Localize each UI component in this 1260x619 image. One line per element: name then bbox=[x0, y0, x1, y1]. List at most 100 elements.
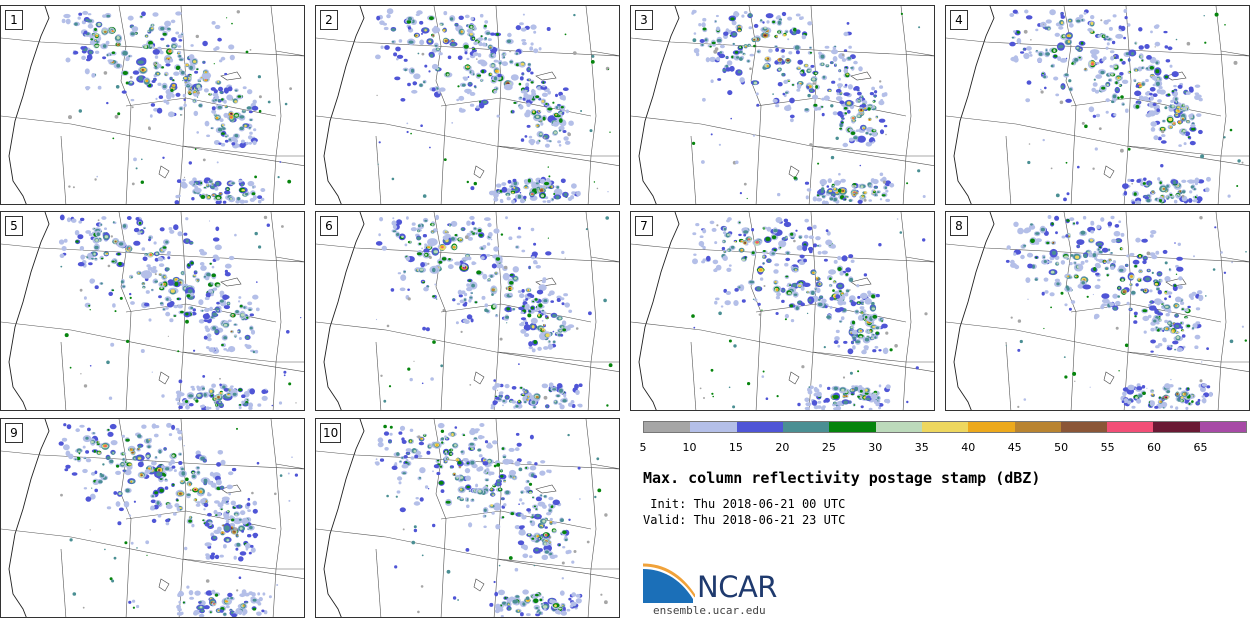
reflectivity-cell bbox=[771, 235, 777, 240]
reflectivity-cell bbox=[874, 336, 877, 339]
reflectivity-cell bbox=[427, 246, 431, 249]
reflectivity-cell bbox=[1164, 75, 1169, 79]
reflectivity-cell bbox=[122, 50, 128, 56]
reflectivity-cell bbox=[552, 340, 556, 343]
reflectivity-cell bbox=[74, 230, 80, 236]
reflectivity-cell bbox=[251, 105, 259, 111]
reflectivity-cell bbox=[524, 321, 529, 325]
reflectivity-cell bbox=[263, 215, 268, 220]
reflectivity-cell bbox=[201, 309, 204, 312]
reflectivity-cell bbox=[493, 228, 500, 234]
reflectivity-cell bbox=[547, 343, 554, 350]
reflectivity-cell bbox=[230, 385, 234, 388]
reflectivity-cell bbox=[831, 183, 835, 187]
reflectivity-cell bbox=[843, 68, 849, 74]
reflectivity-cell bbox=[378, 141, 381, 144]
reflectivity-cell bbox=[562, 328, 567, 332]
reflectivity-cell bbox=[1133, 311, 1138, 316]
reflectivity-cell bbox=[827, 386, 831, 390]
reflectivity-cell bbox=[408, 40, 414, 44]
reflectivity-cell bbox=[148, 238, 151, 242]
reflectivity-cell bbox=[753, 38, 756, 41]
reflectivity-cell bbox=[484, 24, 487, 28]
state-border bbox=[585, 6, 597, 204]
reflectivity-cell bbox=[745, 45, 747, 48]
reflectivity-cell bbox=[833, 407, 839, 410]
reflectivity-cell bbox=[568, 402, 573, 407]
reflectivity-cell bbox=[151, 269, 158, 274]
reflectivity-cell bbox=[550, 186, 553, 188]
reflectivity-cell bbox=[753, 23, 759, 28]
reflectivity-cell bbox=[180, 183, 187, 188]
reflectivity-cell bbox=[243, 306, 246, 309]
reflectivity-cell bbox=[388, 385, 392, 388]
reflectivity-cell bbox=[439, 87, 446, 92]
map-panel: 6 bbox=[315, 211, 620, 411]
reflectivity-cell bbox=[179, 402, 185, 407]
reflectivity-cell bbox=[226, 17, 228, 19]
reflectivity-cell bbox=[868, 199, 872, 202]
reflectivity-cell bbox=[1157, 136, 1162, 141]
reflectivity-cell bbox=[821, 406, 826, 410]
reflectivity-cell bbox=[821, 112, 825, 117]
reflectivity-cell bbox=[1123, 36, 1126, 40]
reflectivity-cell bbox=[538, 303, 543, 308]
reflectivity-cell bbox=[747, 382, 751, 386]
reflectivity-cell bbox=[710, 368, 714, 372]
reflectivity-cell bbox=[698, 240, 705, 247]
reflectivity-cell bbox=[180, 114, 183, 116]
reflectivity-cell bbox=[164, 20, 172, 27]
reflectivity-cell bbox=[1117, 96, 1120, 100]
reflectivity-cell bbox=[799, 254, 805, 259]
state-border bbox=[1220, 256, 1249, 262]
reflectivity-cell bbox=[209, 180, 213, 183]
reflectivity-cell bbox=[521, 289, 525, 293]
state-border bbox=[178, 6, 187, 204]
reflectivity-cell bbox=[830, 244, 836, 249]
reflectivity-cell bbox=[176, 394, 181, 399]
reflectivity-cell bbox=[1144, 289, 1147, 292]
reflectivity-cell bbox=[841, 121, 844, 124]
reflectivity-cell bbox=[726, 60, 733, 66]
reflectivity-cell bbox=[79, 246, 85, 251]
panel-label: 4 bbox=[950, 10, 968, 30]
reflectivity-cell bbox=[1011, 36, 1014, 39]
reflectivity-cell bbox=[525, 298, 529, 301]
reflectivity-cell bbox=[1097, 34, 1101, 38]
reflectivity-cell bbox=[214, 347, 218, 350]
reflectivity-cell bbox=[530, 294, 535, 298]
reflectivity-cell bbox=[230, 116, 232, 119]
reflectivity-cell bbox=[530, 306, 534, 310]
reflectivity-cell bbox=[129, 81, 133, 84]
reflectivity-cell bbox=[459, 107, 463, 112]
reflectivity-cell bbox=[145, 79, 149, 83]
reflectivity-cell bbox=[215, 226, 220, 232]
reflectivity-cell bbox=[787, 16, 793, 21]
reflectivity-cell bbox=[714, 267, 718, 271]
reflectivity-cell bbox=[1133, 320, 1138, 324]
reflectivity-cell bbox=[715, 20, 717, 22]
lake-outline bbox=[1165, 277, 1187, 287]
reflectivity-cell bbox=[405, 256, 411, 261]
reflectivity-cell bbox=[858, 100, 860, 102]
reflectivity-cell bbox=[458, 95, 465, 101]
reflectivity-cell bbox=[1083, 11, 1087, 15]
reflectivity-cell bbox=[375, 241, 383, 246]
reflectivity-cell bbox=[776, 292, 781, 297]
reflectivity-cell bbox=[167, 111, 175, 118]
reflectivity-cell bbox=[1155, 81, 1160, 86]
reflectivity-cell bbox=[811, 148, 813, 150]
reflectivity-cell bbox=[730, 117, 732, 120]
state-border bbox=[493, 6, 502, 204]
reflectivity-cell bbox=[842, 376, 846, 379]
reflectivity-cell bbox=[693, 253, 697, 256]
reflectivity-cell bbox=[841, 388, 845, 392]
reflectivity-cell bbox=[860, 95, 863, 97]
reflectivity-cell bbox=[1013, 57, 1019, 63]
reflectivity-cell bbox=[793, 176, 797, 180]
reflectivity-cell bbox=[223, 336, 228, 340]
reflectivity-cell bbox=[879, 85, 884, 89]
reflectivity-cell bbox=[224, 263, 232, 269]
reflectivity-cell bbox=[118, 261, 122, 266]
reflectivity-cell bbox=[545, 333, 550, 337]
